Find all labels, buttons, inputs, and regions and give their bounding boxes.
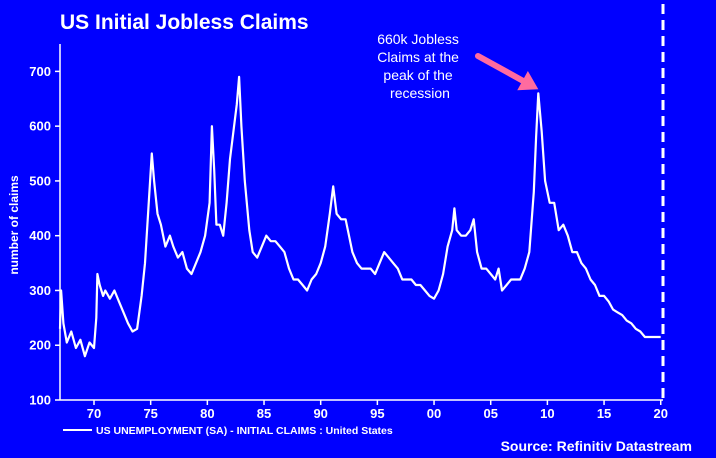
x-tick-label: 75 [143,406,157,421]
x-tick-label: 70 [87,406,101,421]
y-tick-label: 200 [29,338,51,353]
x-tick-label: 20 [653,406,667,421]
y-tick-label: 700 [29,64,51,79]
x-tick-label: 85 [257,406,271,421]
x-tick-label: 00 [427,406,441,421]
series-line [58,75,661,358]
annotation-line: recession [390,85,450,101]
y-tick-label: 300 [29,283,51,298]
y-axis-ticks: 100 200 300 400 500 600 700 [29,64,60,408]
x-tick-label: 15 [597,406,611,421]
x-tick-label: 95 [370,406,384,421]
legend-label: US UNEMPLOYMENT (SA) - INITIAL CLAIMS : … [96,425,393,437]
y-tick-label: 500 [29,173,51,188]
chart-title: US Initial Jobless Claims [60,11,309,34]
source-note: Source: Refinitiv Datastream [501,438,692,454]
y-tick-label: 600 [29,119,51,134]
x-axis-ticks: 70 75 80 85 90 95 00 05 10 15 20 [87,400,668,421]
x-tick-label: 10 [540,406,554,421]
annotation-line: peak of the [383,67,452,83]
y-tick-label: 400 [29,228,51,243]
x-tick-label: 05 [483,406,497,421]
x-tick-label: 80 [200,406,214,421]
peak-annotation: 660k Jobless Claims at the peak of the r… [377,31,463,101]
annotation-arrow [475,53,526,84]
annotation-line: Claims at the [377,49,459,65]
y-tick-label: 100 [29,393,51,408]
y-axis-label: number of claims [7,175,21,275]
annotation-line: 660k Jobless [377,31,459,47]
x-tick-label: 90 [313,406,327,421]
annotation-arrow-head [517,70,539,91]
